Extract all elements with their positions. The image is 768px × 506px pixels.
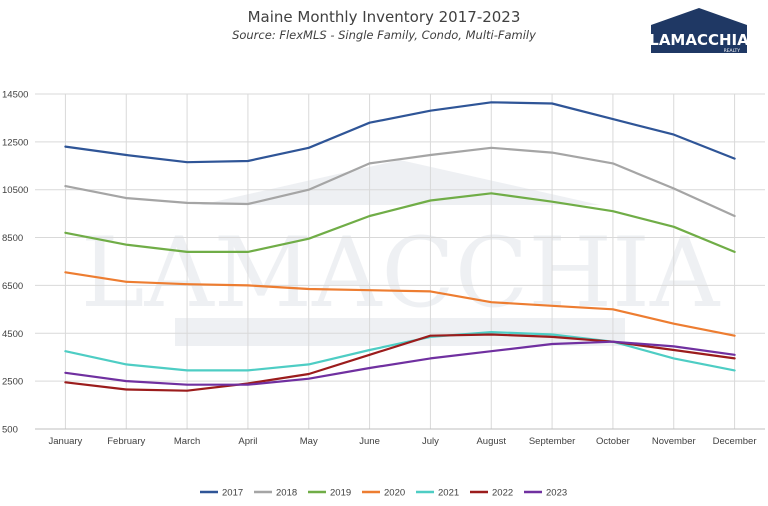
series-line-2021 [64,331,736,372]
watermark: LAMACCHIA [81,160,721,346]
x-tick-label: February [107,436,145,447]
legend-label-2023: 2023 [546,488,567,499]
legend-label-2022: 2022 [492,488,513,499]
y-tick-label: 2500 [2,377,23,388]
y-tick-label: 8500 [2,233,23,244]
company-logo: LAMACCHIA REALTY [649,8,749,54]
x-tick-label: September [529,436,575,447]
x-tick-label: April [238,436,257,447]
chart-subtitle: Source: FlexMLS - Single Family, Condo, … [232,28,536,42]
y-tick-label: 12500 [2,137,28,148]
x-axis: January February March April May June July Augu… [35,428,765,447]
series-line-2020 [64,271,736,337]
x-tick-label: October [596,436,630,447]
x-tick-label: July [422,436,439,447]
x-tick-label: November [652,436,696,447]
legend-label-2019: 2019 [330,488,351,499]
x-tick-label: August [476,436,506,447]
y-tick-label: 10500 [2,185,28,196]
x-tick-label: March [174,436,200,447]
y-axis: 500 2500 4500 6500 8500 10500 12500 14500 [2,89,28,435]
y-tick-label: 6500 [2,281,23,292]
logo-text: LAMACCHIA [649,31,749,49]
y-tick-label: 14500 [2,89,28,100]
series-line-2018 [64,146,736,218]
x-tick-label: June [359,436,380,447]
legend-label-2021: 2021 [438,488,459,499]
grid [35,93,765,430]
series-line-2017 [64,101,736,164]
legend-label-2020: 2020 [384,488,405,499]
x-tick-label: May [300,436,318,447]
series-line-2019 [64,192,736,253]
x-tick-label: January [49,436,83,447]
legend-label-2018: 2018 [276,488,297,499]
chart-title: Maine Monthly Inventory 2017-2023 [248,8,521,26]
series-line-2023 [64,340,736,386]
y-tick-label: 4500 [2,329,23,340]
series-lines [64,101,736,392]
logo-subtext: REALTY [724,48,741,54]
y-tick-label: 500 [2,425,18,436]
legend: 2017 2018 2019 2020 2021 2022 2023 [200,488,567,499]
legend-label-2017: 2017 [222,488,243,499]
x-tick-label: December [713,436,757,447]
